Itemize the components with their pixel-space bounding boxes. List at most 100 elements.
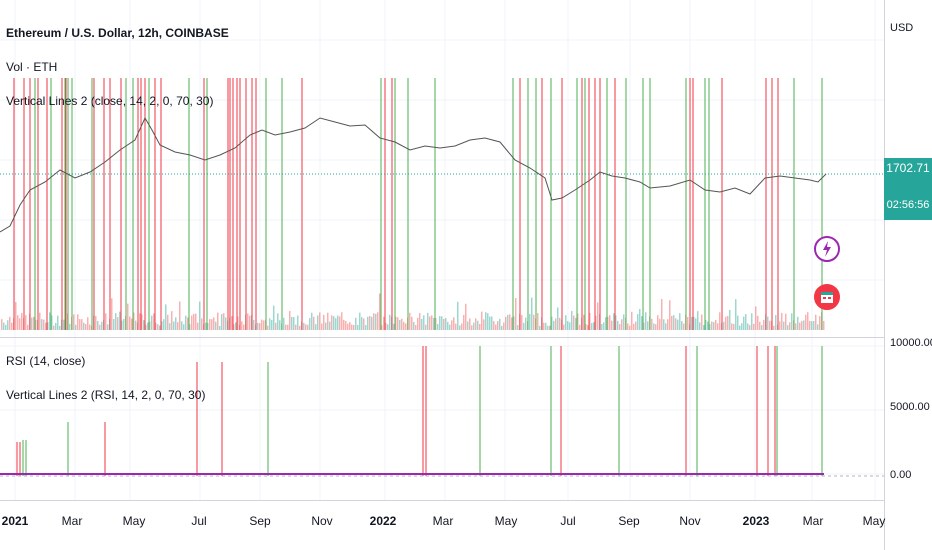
volume-bar — [639, 309, 641, 330]
volume-bar — [359, 312, 361, 330]
volume-bar — [75, 324, 77, 330]
currency-label[interactable]: USD — [890, 22, 914, 34]
volume-bar — [367, 316, 369, 330]
volume-bar — [555, 318, 557, 330]
volume-bar — [5, 324, 7, 330]
volume-bar — [465, 303, 467, 330]
volume-bar — [677, 319, 679, 330]
volume-bar — [809, 320, 811, 330]
volume-bar — [769, 320, 771, 330]
volume-bar — [187, 317, 189, 330]
volume-bar — [421, 318, 423, 330]
volume-bar — [643, 322, 645, 330]
volume-bar — [211, 319, 213, 330]
volume-bar — [525, 317, 527, 330]
volume-bar — [629, 325, 631, 330]
volume-bar — [375, 313, 377, 330]
volume-bar — [365, 325, 367, 330]
volume-bar — [271, 319, 273, 330]
volume-bar — [437, 324, 439, 330]
volume-bar — [163, 319, 165, 330]
volume-bar — [591, 323, 593, 330]
events-badge[interactable] — [814, 284, 840, 310]
volume-bar — [783, 321, 785, 330]
volume-bar — [39, 312, 41, 330]
volume-bar — [743, 316, 745, 330]
signal-lines-main — [13, 78, 823, 330]
volume-bar — [405, 323, 407, 330]
volume-bar — [237, 316, 239, 330]
volume-bar — [169, 323, 171, 330]
volume-bar — [179, 301, 181, 330]
volume-bar — [779, 321, 781, 330]
volume-bar — [121, 320, 123, 330]
volume-bar — [601, 323, 603, 330]
volume-bar — [583, 314, 585, 330]
volume-bar — [347, 323, 349, 330]
volume-bar — [529, 313, 531, 330]
volume-bar — [571, 310, 573, 330]
volume-bars — [1, 293, 825, 330]
volume-bar — [277, 313, 279, 330]
rsi-legend[interactable]: RSI (14, close) — [6, 354, 86, 368]
rsi-axis-tick-10000: 10000.00 — [890, 337, 932, 349]
volume-bar — [149, 321, 151, 330]
volume-bar — [339, 316, 341, 330]
volume-bar — [517, 325, 519, 330]
volume-bar — [605, 317, 607, 330]
volume-bar — [787, 325, 789, 330]
time-axis-label: Sep — [249, 514, 271, 528]
volume-bar — [297, 315, 299, 330]
volume-bar — [355, 317, 357, 330]
volume-bar — [133, 312, 135, 330]
volume-bar — [607, 316, 609, 330]
volume-bar — [733, 323, 735, 330]
countdown-value: 02:56:56 — [886, 199, 930, 211]
volume-bar — [51, 315, 53, 330]
volume-bar — [741, 323, 743, 330]
volume-bar — [119, 311, 121, 330]
volume-bar — [269, 318, 271, 330]
volume-bar — [381, 325, 383, 330]
volume-bar — [43, 319, 45, 330]
volume-bar — [17, 315, 19, 330]
vertical-lines-legend[interactable]: Vertical Lines 2 (close, 14, 2, 0, 70, 3… — [6, 94, 214, 108]
volume-bar — [411, 316, 413, 330]
volume-bar — [233, 324, 235, 330]
volume-bar — [83, 322, 85, 330]
volume-bar — [569, 322, 571, 330]
volume-bar — [309, 318, 311, 330]
volume-bar — [637, 314, 639, 330]
volume-bar — [81, 319, 83, 330]
volume-bar — [667, 319, 669, 330]
alert-badge[interactable] — [814, 236, 840, 262]
symbol-legend[interactable]: Ethereum / U.S. Dollar, 12h, COINBASE — [6, 26, 229, 40]
signal-lines-rsi — [16, 346, 823, 476]
rsi-vertical-lines-legend[interactable]: Vertical Lines 2 (RSI, 14, 2, 0, 70, 30) — [6, 388, 206, 402]
volume-bar — [161, 321, 163, 330]
volume-bar — [747, 323, 749, 330]
volume-legend[interactable]: Vol · ETH — [6, 60, 58, 74]
volume-bar — [15, 302, 17, 330]
time-axis-label: May — [122, 514, 146, 528]
volume-bar — [553, 320, 555, 330]
volume-bar — [303, 322, 305, 330]
volume-bar — [613, 313, 615, 330]
volume-bar — [99, 324, 101, 330]
volume-bar — [395, 316, 397, 330]
volume-bar — [567, 321, 569, 330]
volume-bar — [49, 312, 51, 330]
volume-bar — [687, 317, 689, 330]
volume-bar — [145, 324, 147, 330]
volume-bar — [89, 324, 91, 330]
volume-bar — [439, 316, 441, 330]
volume-bar — [449, 324, 451, 330]
volume-bar — [417, 317, 419, 330]
volume-bar — [551, 316, 553, 330]
countdown-tag: 02:56:56 — [884, 190, 932, 220]
volume-bar — [595, 315, 597, 330]
volume-bar — [353, 325, 355, 330]
time-axis-label: 2021 — [1, 514, 29, 528]
volume-bar — [815, 314, 817, 330]
